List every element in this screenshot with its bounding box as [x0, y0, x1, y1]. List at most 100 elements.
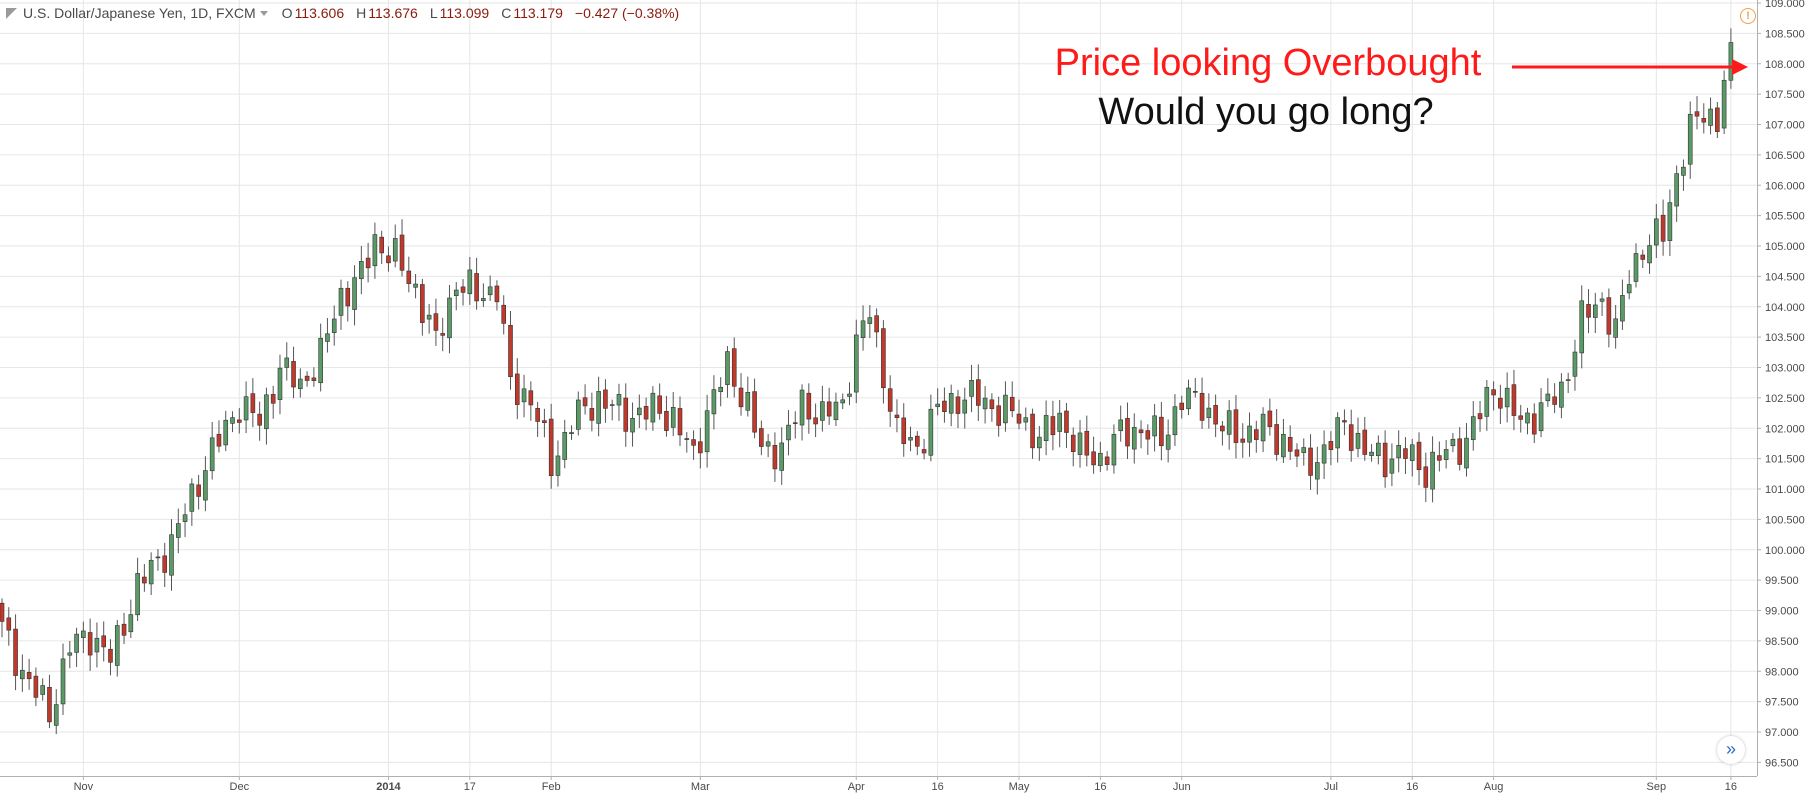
price-tick-label: 104.000: [1765, 302, 1805, 314]
price-tick-label: 109.000: [1765, 0, 1805, 10]
candle-body: [6, 617, 12, 631]
candle: [1172, 394, 1178, 446]
candle: [962, 387, 968, 429]
candle-body: [121, 623, 127, 636]
candle: [1206, 393, 1212, 429]
candle-body: [718, 386, 723, 392]
candle-body: [1098, 452, 1103, 466]
candle-body: [81, 630, 86, 638]
candle: [847, 382, 852, 406]
candle-body: [589, 408, 595, 421]
candle-body: [1003, 394, 1008, 424]
candle-body: [847, 393, 852, 397]
candle: [0, 598, 5, 638]
candle-body: [562, 432, 568, 460]
price-axis[interactable]: 96.500 97.000 97.500 98.000 98.500 99.000 99.5…: [1757, 0, 1814, 798]
candle: [379, 230, 384, 265]
chevron-down-icon[interactable]: [259, 10, 268, 16]
time-axis[interactable]: Nov Dec 2014 17 Feb Mar Apr 16 May 16 Jun Jul 16 Aug S…: [0, 776, 1757, 793]
candle-body: [1674, 173, 1679, 207]
candle-body: [853, 334, 859, 393]
candle: [725, 346, 730, 398]
candle: [691, 430, 696, 460]
candle: [67, 640, 73, 669]
warning-icon[interactable]: !: [1740, 8, 1756, 24]
candle-body: [1443, 449, 1449, 460]
candle: [264, 387, 269, 445]
candle: [1226, 400, 1232, 450]
symbol-title[interactable]: U.S. Dollar/Japanese Yen, 1D, FXCM: [23, 5, 256, 21]
candle: [657, 383, 662, 420]
candle-body: [1159, 416, 1164, 447]
candle-body: [487, 286, 493, 296]
annotation-arrow-head: [1732, 59, 1748, 75]
candle: [1274, 409, 1279, 461]
candle-body: [786, 424, 791, 441]
time-tick-label: 16: [1406, 781, 1418, 793]
candle-body: [325, 333, 330, 342]
candle-body: [1104, 456, 1110, 465]
candle-body: [609, 404, 615, 406]
candle: [1538, 388, 1544, 438]
candle-body: [1016, 413, 1022, 424]
candle: [1362, 416, 1368, 461]
candle: [745, 376, 751, 417]
candle-body: [413, 283, 418, 288]
candle: [372, 222, 378, 279]
scroll-to-latest-button[interactable]: »: [1717, 736, 1745, 764]
candle: [1003, 381, 1008, 432]
candle-body: [603, 389, 608, 409]
candle: [1247, 412, 1252, 457]
candle-body: [1145, 430, 1151, 440]
candle: [731, 337, 737, 398]
candle-body: [887, 388, 893, 412]
candle: [1396, 430, 1401, 473]
candle-body: [1545, 393, 1551, 402]
candle: [1633, 243, 1639, 288]
candle: [582, 384, 588, 415]
candle: [1647, 234, 1652, 274]
close-label: C: [501, 5, 512, 21]
candle: [433, 298, 439, 346]
price-tick-label: 99.500: [1765, 575, 1799, 587]
symbol-legend[interactable]: U.S. Dollar/Japanese Yen, 1D, FXCM O 113…: [6, 5, 679, 21]
candle-body: [908, 437, 913, 441]
candle-body: [1050, 416, 1056, 436]
candle-body: [1416, 441, 1422, 471]
candle: [331, 305, 337, 346]
candle: [453, 282, 459, 311]
candle-body: [1667, 202, 1673, 241]
candle: [969, 364, 974, 413]
candle-body: [142, 576, 147, 584]
candle: [1186, 379, 1191, 416]
close-value: 113.179: [513, 5, 563, 21]
candle: [1382, 430, 1388, 488]
candle: [1409, 438, 1415, 477]
candle: [1016, 399, 1022, 430]
candle: [189, 478, 195, 526]
candle-body: [765, 441, 771, 447]
candle-body: [1179, 402, 1185, 410]
candle-body: [1606, 297, 1612, 335]
candle-body: [508, 325, 513, 378]
candle-body: [33, 675, 39, 698]
candle-body: [820, 401, 825, 421]
candle: [989, 393, 995, 422]
candle: [1667, 189, 1673, 257]
candle: [772, 432, 778, 482]
candle: [555, 440, 561, 487]
candle: [345, 281, 351, 322]
candle: [277, 354, 283, 415]
candle: [1287, 425, 1293, 460]
candle-body: [569, 432, 574, 434]
candle: [406, 256, 412, 293]
candle-body: [209, 437, 215, 472]
candle-body: [670, 407, 676, 428]
candle-body: [426, 314, 432, 320]
candle: [792, 411, 798, 439]
time-tick-label: Jun: [1173, 781, 1191, 793]
candle-body: [257, 413, 262, 426]
candle-body: [1640, 254, 1646, 260]
